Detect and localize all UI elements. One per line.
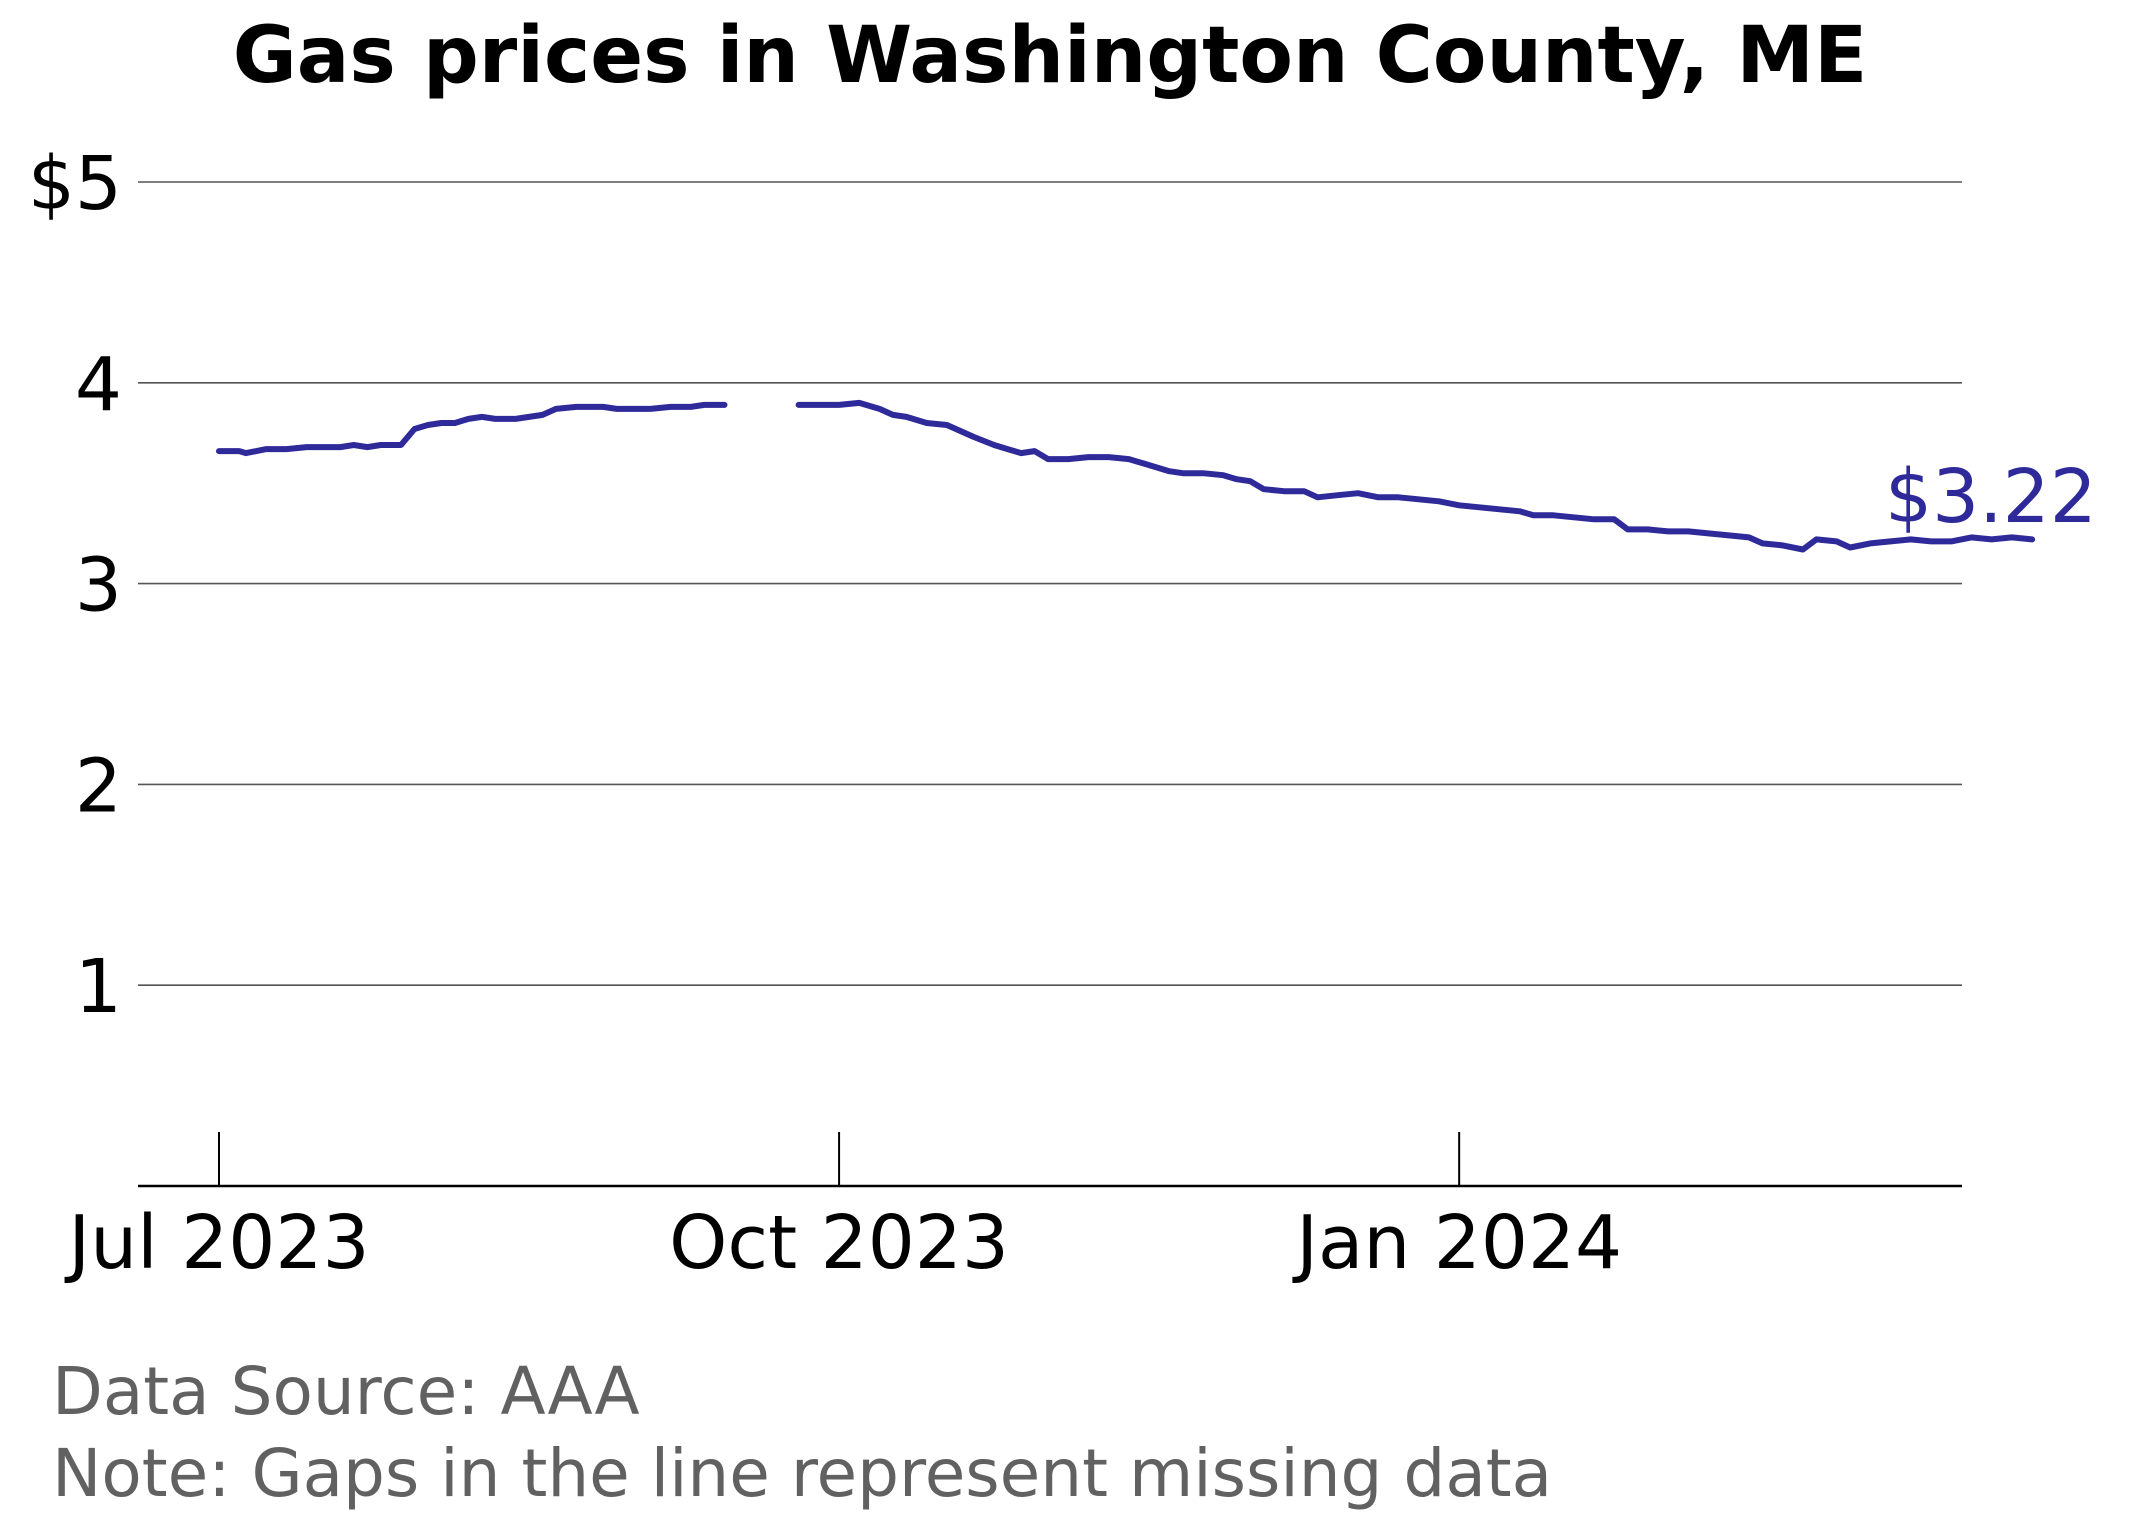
x-tick-label: Oct 2023 — [669, 1200, 1009, 1286]
y-tick-label: $5 — [28, 141, 122, 227]
x-tick-label: Jan 2024 — [1292, 1200, 1622, 1286]
price-line-segment — [216, 401, 728, 457]
y-tick-label: 1 — [75, 944, 122, 1030]
missing-data-note: Note: Gaps in the line represent missing… — [52, 1435, 1552, 1512]
x-tick-label: Jul 2023 — [64, 1200, 369, 1286]
price-line — [216, 399, 2036, 553]
latest-price-label: $3.22 — [1885, 454, 2097, 540]
gridlines — [138, 181, 1962, 987]
price-line-segment — [795, 399, 2036, 553]
chart-title: Gas prices in Washington County, ME — [233, 11, 1868, 101]
y-tick-labels: 1 2 3 4 $5 — [28, 141, 122, 1030]
y-tick-label: 2 — [75, 743, 122, 829]
y-tick-label: 3 — [75, 543, 122, 629]
data-source-note: Data Source: AAA — [52, 1353, 640, 1430]
x-tick-labels: Jul 2023 Oct 2023 Jan 2024 — [64, 1200, 1622, 1286]
y-tick-label: 4 — [75, 342, 122, 428]
x-axis — [138, 1132, 1962, 1188]
